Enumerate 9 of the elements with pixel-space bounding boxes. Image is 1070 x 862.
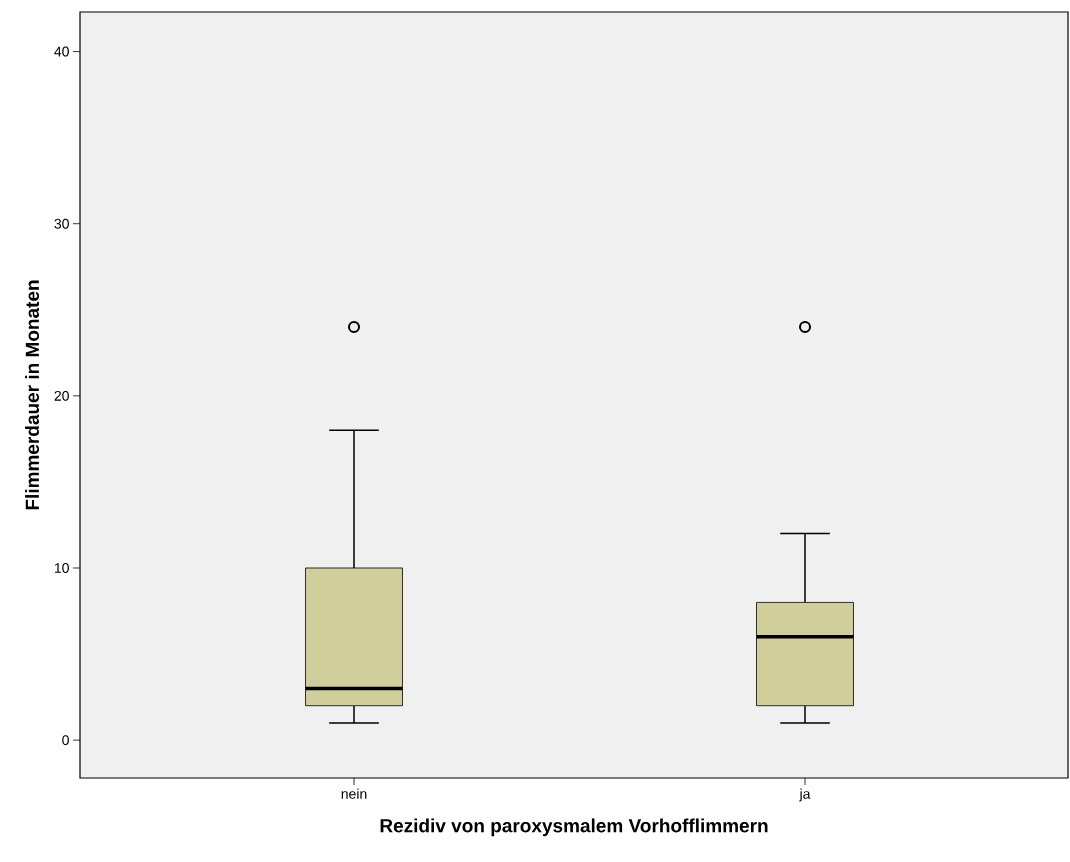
y-tick-label: 0 xyxy=(62,735,69,746)
y-tick-label: 20 xyxy=(54,390,69,401)
y-tick-label: 30 xyxy=(54,218,69,229)
x-tick-label: ja xyxy=(799,788,811,802)
y-axis-title: Flimmerdauer in Monaten xyxy=(25,280,40,510)
y-tick-label: 40 xyxy=(54,46,69,57)
x-tick-label: nein xyxy=(341,788,367,799)
y-tick-label: 10 xyxy=(54,563,69,573)
x-axis-title: Rezidiv von paroxysmalem Vorhofflimmern xyxy=(380,818,768,837)
